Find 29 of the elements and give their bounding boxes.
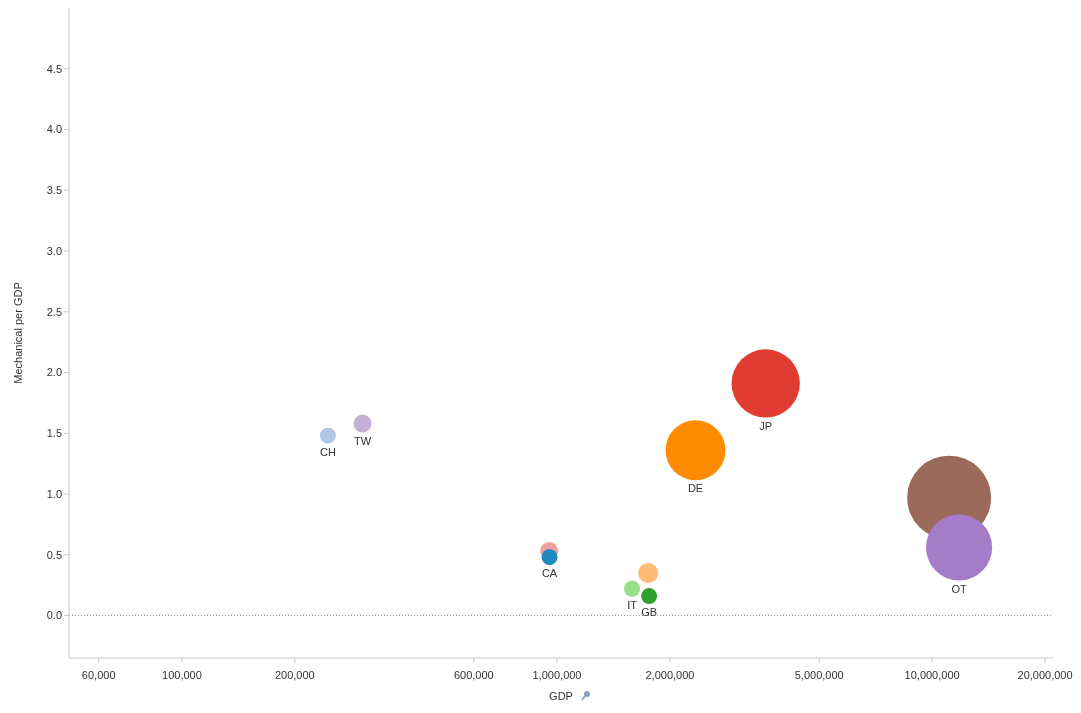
x-tick-label: 10,000,000 [904, 668, 960, 681]
y-axis-title: Mechanical per GDP [11, 282, 24, 384]
x-tick-label: 60,000 [81, 668, 116, 681]
y-tick-label: 1.5 [46, 427, 62, 440]
y-tick-label: 2.0 [46, 366, 62, 379]
series-label: GB [641, 606, 658, 619]
y-tick-label: 4.0 [46, 123, 62, 136]
x-tick-label: 600,000 [453, 668, 494, 681]
y-tick-label: 3.5 [46, 184, 62, 197]
x-tick-label: 100,000 [162, 668, 202, 681]
series-label: TW [353, 434, 372, 447]
series-label: OT [951, 582, 968, 595]
series-label: JP [759, 419, 773, 432]
series-label: IT [627, 598, 638, 611]
y-tick-label: 0.5 [46, 548, 62, 561]
x-tick-label: 2,000,000 [645, 668, 695, 681]
x-tick-label: 5,000,000 [794, 668, 844, 681]
y-tick-label: 2.5 [46, 305, 62, 318]
y-tick-label: 1.0 [46, 487, 62, 500]
x-axis-title: GDP [549, 690, 573, 702]
y-tick-label: 0.0 [46, 609, 62, 622]
x-tick-label: 20,000,000 [1017, 668, 1073, 681]
series-label: CA [541, 567, 558, 580]
y-tick-label: 4.5 [46, 62, 62, 75]
x-tick-label: 1,000,000 [532, 668, 582, 681]
series-label: CH [319, 445, 336, 458]
y-tick-label: 3.0 [46, 244, 62, 257]
x-tick-label: 200,000 [274, 668, 315, 681]
series-label: DE [687, 482, 704, 495]
